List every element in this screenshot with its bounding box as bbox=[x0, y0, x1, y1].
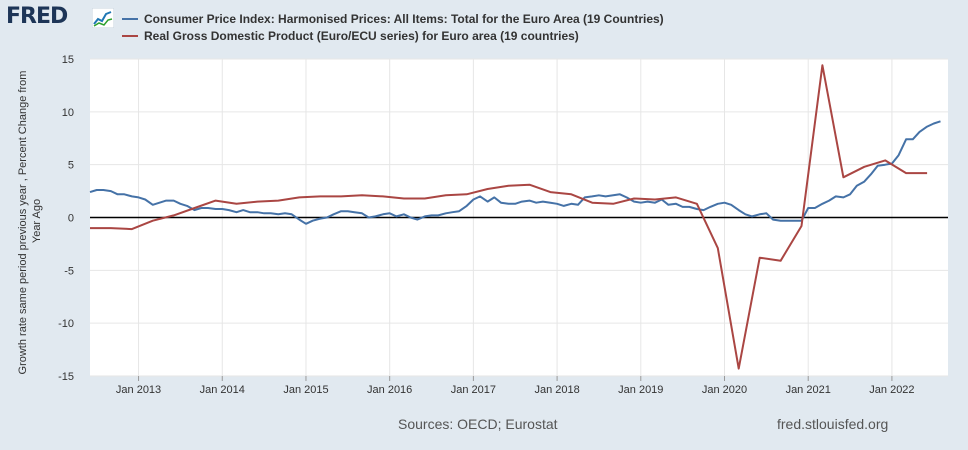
svg-text:Growth rate same period previo: Growth rate same period previous year , … bbox=[17, 68, 43, 375]
y-axis-label: Growth rate same period previous year , … bbox=[6, 56, 50, 386]
x-tick-label: Jan 2022 bbox=[869, 384, 914, 396]
y-tick-label: 0 bbox=[68, 213, 74, 225]
x-tick-label: Jan 2016 bbox=[367, 384, 412, 396]
series-line-cpi bbox=[89, 120, 941, 225]
legend-label-cpi: Consumer Price Index: Harmonised Prices:… bbox=[144, 12, 664, 26]
series-line-gdp bbox=[90, 64, 928, 370]
legend-item-cpi[interactable]: Consumer Price Index: Harmonised Prices:… bbox=[122, 12, 664, 26]
y-tick-label: 5 bbox=[68, 160, 74, 172]
legend-swatch-cpi bbox=[122, 17, 138, 20]
y-tick-label: -5 bbox=[64, 265, 74, 277]
y-tick-label: 15 bbox=[62, 54, 74, 66]
y-tick-label: -10 bbox=[58, 318, 74, 330]
legend-item-gdp[interactable]: Real Gross Domestic Product (Euro/ECU se… bbox=[122, 29, 579, 43]
x-tick-label: Jan 2017 bbox=[451, 384, 496, 396]
sources-text: Sources: OECD; Eurostat bbox=[398, 416, 558, 432]
legend-label-gdp: Real Gross Domestic Product (Euro/ECU se… bbox=[144, 29, 579, 43]
site-link[interactable]: fred.stlouisfed.org bbox=[777, 416, 889, 432]
x-tick-label: Jan 2020 bbox=[702, 384, 747, 396]
y-tick-label: -15 bbox=[58, 371, 74, 383]
x-tick-label: Jan 2014 bbox=[200, 384, 245, 396]
chart-area: 15 10 5 0 -5 -10 -15 Jan 2013 Jan 2014 Jan 2015 Ja… bbox=[58, 54, 948, 396]
x-tick-label: Jan 2019 bbox=[618, 384, 663, 396]
x-tick-label: Jan 2018 bbox=[534, 384, 579, 396]
x-tick-label: Jan 2015 bbox=[283, 384, 328, 396]
y-tick-label: 10 bbox=[62, 107, 74, 119]
fred-logo[interactable]: FRED bbox=[6, 4, 68, 29]
legend-swatch-gdp bbox=[122, 34, 138, 37]
x-tick-label: Jan 2013 bbox=[116, 384, 161, 396]
fred-graph-icon bbox=[92, 8, 114, 28]
x-tick-label: Jan 2021 bbox=[786, 384, 831, 396]
